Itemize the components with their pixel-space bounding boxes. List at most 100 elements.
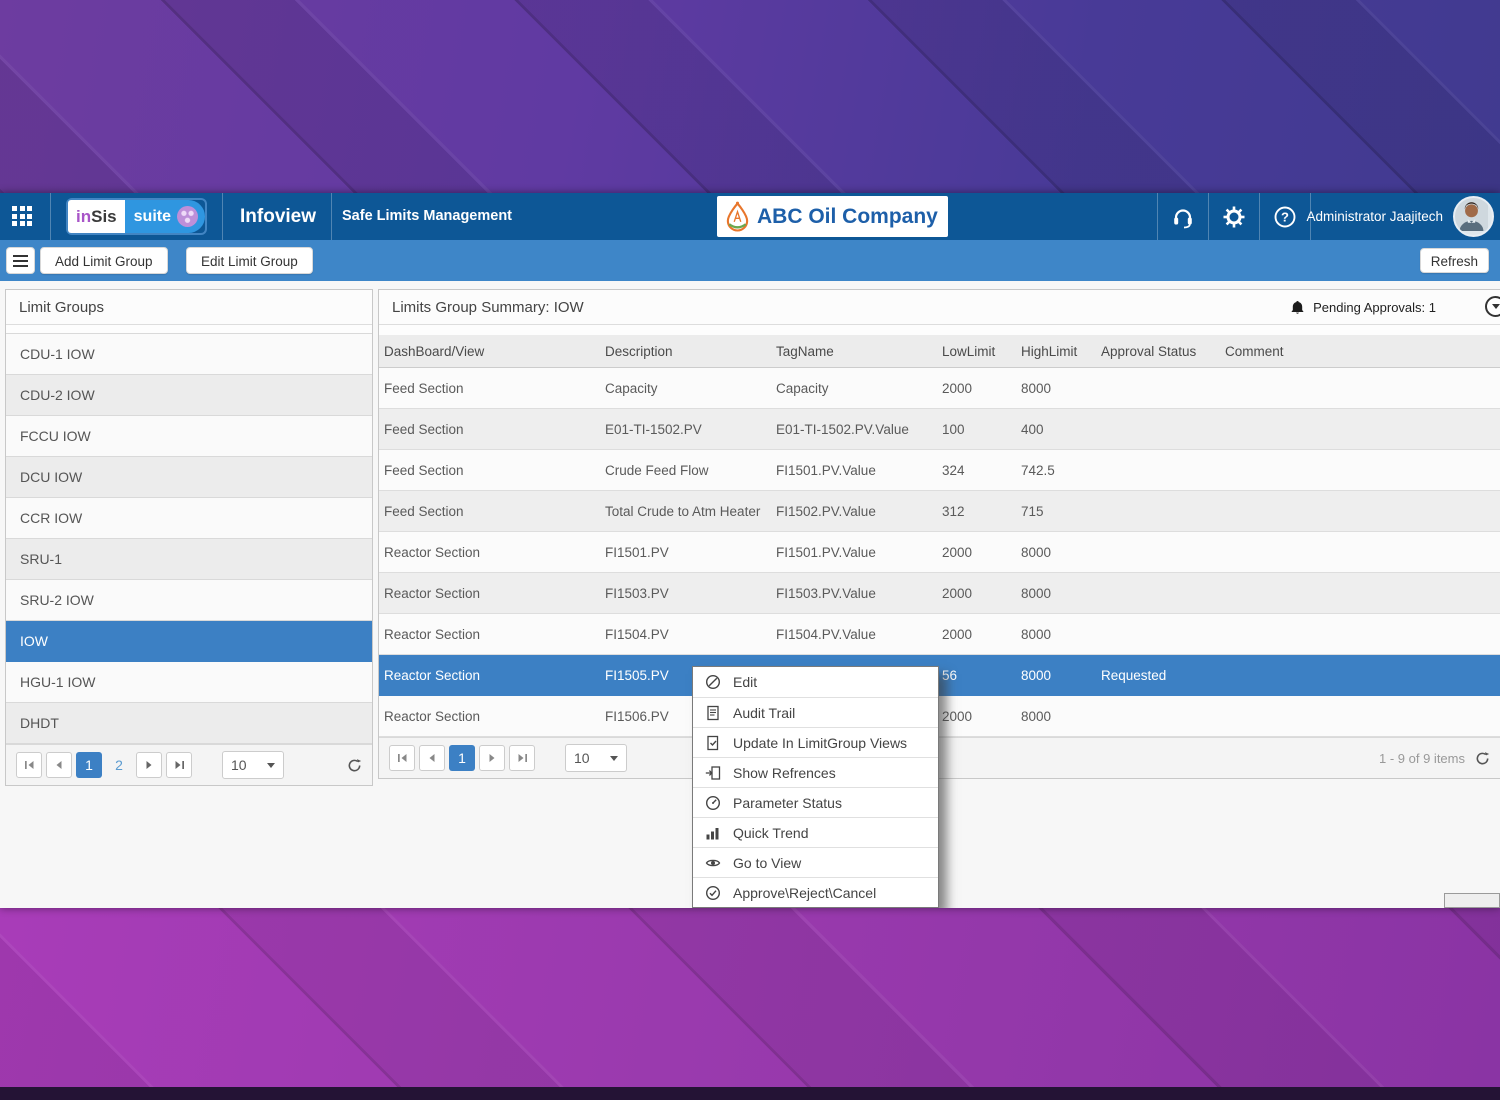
limit-group-item[interactable]: FCCU IOW <box>6 416 372 457</box>
table-cell <box>1101 409 1225 449</box>
pending-approvals[interactable]: Pending Approvals: 1 <box>1290 300 1436 315</box>
column-header[interactable]: DashBoard/View <box>384 344 485 359</box>
help-icon[interactable]: ? <box>1260 193 1310 240</box>
collapse-circle-icon[interactable] <box>1485 296 1500 317</box>
pager-refresh-icon[interactable] <box>347 758 362 773</box>
chevron-down-icon <box>267 762 275 768</box>
hamburger-menu-icon[interactable] <box>6 247 35 274</box>
user-menu[interactable]: Administrator Jaajitech <box>1306 193 1494 240</box>
chevron-down-icon <box>610 755 618 761</box>
limit-group-item[interactable]: HGU-1 IOW <box>6 662 372 703</box>
column-header[interactable]: Description <box>605 344 673 359</box>
column-header[interactable]: HighLimit <box>1021 344 1078 359</box>
previous-page-button[interactable] <box>46 752 72 778</box>
pager-refresh-icon[interactable] <box>1475 751 1490 766</box>
limit-group-item[interactable]: IOW <box>6 621 372 662</box>
page-number-current[interactable]: 1 <box>449 745 475 771</box>
app-grid-icon[interactable] <box>12 206 38 227</box>
limit-groups-header: Limit Groups <box>6 290 372 325</box>
limit-group-item[interactable]: DCU IOW <box>6 457 372 498</box>
limit-group-item[interactable]: DHDT <box>6 703 372 744</box>
settings-gear-icon[interactable] <box>1209 193 1259 240</box>
app-name: Infoview <box>240 206 317 227</box>
next-page-button[interactable] <box>136 752 162 778</box>
content-area: Limit Groups CDU-1 IOW CDU-2 IOW FCCU IOW D… <box>0 281 1500 908</box>
table-cell: 715 <box>1021 504 1044 519</box>
refresh-button[interactable]: Refresh <box>1419 248 1489 273</box>
toolbar: Add Limit Group Edit Limit Group Refresh <box>0 240 1500 281</box>
table-cell <box>1225 573 1500 613</box>
table-row[interactable]: Reactor Section FI1503.PV FI1503.PV.Value 2… <box>379 573 1500 614</box>
audit-trail-icon <box>704 704 721 721</box>
context-menu-item[interactable]: Edit <box>693 667 938 697</box>
limit-group-item[interactable]: SRU-2 IOW <box>6 580 372 621</box>
context-menu-item[interactable]: Parameter Status <box>693 787 938 817</box>
table-row[interactable]: Feed Section Total Crude to Atm Heater FI1… <box>379 491 1500 532</box>
context-menu-item[interactable]: Go to View <box>693 847 938 877</box>
edit-limit-group-button[interactable]: Edit Limit Group <box>186 247 313 274</box>
page-size-dropdown[interactable]: 10 <box>565 744 627 772</box>
context-menu-item[interactable]: Approve\Reject\Cancel <box>693 877 938 907</box>
column-header[interactable]: TagName <box>776 344 834 359</box>
column-header[interactable]: Comment <box>1225 344 1284 359</box>
table-cell: FI1503.PV.Value <box>776 586 876 601</box>
limit-group-item[interactable]: CCR IOW <box>6 498 372 539</box>
previous-page-button[interactable] <box>419 745 445 771</box>
page-number-current[interactable]: 1 <box>76 752 102 778</box>
last-page-button[interactable] <box>509 745 535 771</box>
pending-approvals-label: Pending Approvals: 1 <box>1313 299 1436 315</box>
table-row[interactable]: Feed Section Crude Feed Flow FI1501.PV.Val… <box>379 450 1500 491</box>
approve-reject-cancel-icon <box>704 884 721 901</box>
table-cell: 400 <box>1021 422 1044 437</box>
page-size-dropdown[interactable]: 10 <box>222 751 284 779</box>
column-header[interactable]: Approval Status <box>1101 344 1197 359</box>
limits-summary-panel: Limits Group Summary: IOW Pending Approv… <box>378 289 1500 779</box>
header-divider <box>1259 193 1260 240</box>
table-row[interactable]: Reactor Section FI1506.PV 2000 8000 <box>379 696 1500 737</box>
table-row[interactable]: Reactor Section FI1504.PV FI1504.PV.Value 2… <box>379 614 1500 655</box>
table-cell: FI1506.PV <box>605 709 669 724</box>
context-menu-item[interactable]: Update In LimitGroup Views <box>693 727 938 757</box>
limit-group-item[interactable]: SRU-1 <box>6 539 372 580</box>
column-header[interactable]: LowLimit <box>942 344 996 359</box>
wallpaper-bottom <box>0 908 1500 1100</box>
spacer <box>6 325 372 333</box>
context-menu-item-label: Audit Trail <box>733 704 796 721</box>
limit-groups-pager: 1 2 10 <box>6 744 372 785</box>
support-headset-icon[interactable] <box>1158 193 1208 240</box>
table-cell: Feed Section <box>384 422 464 437</box>
context-menu-item[interactable]: Show Refrences <box>693 757 938 787</box>
go-to-view-icon <box>704 854 721 871</box>
first-page-button[interactable] <box>16 752 42 778</box>
table-cell: Total Crude to Atm Heater <box>605 504 761 519</box>
limit-group-item[interactable]: CDU-1 IOW <box>6 333 372 375</box>
insis-suite-logo[interactable]: in Sis suite <box>68 200 205 233</box>
context-menu-item-label: Show Refrences <box>733 764 836 781</box>
table-header-row: DashBoard/View Description TagName LowLimit… <box>379 335 1500 368</box>
table-body: Feed Section Capacity Capacity 2000 8000 Feed… <box>379 368 1500 737</box>
context-menu-item[interactable]: Quick Trend <box>693 817 938 847</box>
add-limit-group-button[interactable]: Add Limit Group <box>40 247 168 274</box>
next-page-button[interactable] <box>479 745 505 771</box>
table-cell: 2000 <box>942 709 973 724</box>
table-cell: Requested <box>1101 668 1167 683</box>
table-cell: 312 <box>942 504 965 519</box>
table-cell: Reactor Section <box>384 668 481 683</box>
company-name: ABC Oil Company <box>757 204 938 228</box>
bell-icon <box>1291 300 1304 314</box>
limit-groups-title: Limit Groups <box>19 298 105 316</box>
table-row[interactable]: Reactor Section FI1501.PV FI1501.PV.Value 2… <box>379 532 1500 573</box>
context-menu-item[interactable]: Audit Trail <box>693 697 938 727</box>
table-row[interactable]: Reactor Section FI1505.PV 56 8000 Requested <box>379 655 1500 696</box>
page-number-2[interactable]: 2 <box>115 757 123 773</box>
table-row[interactable]: Feed Section Capacity Capacity 2000 8000 <box>379 368 1500 409</box>
header-divider <box>1208 193 1209 240</box>
table-cell: E01-TI-1502.PV <box>605 422 702 437</box>
first-page-button[interactable] <box>389 745 415 771</box>
limit-group-item[interactable]: CDU-2 IOW <box>6 375 372 416</box>
app-window: in Sis suite Infoview Safe Limits Managem… <box>0 193 1500 908</box>
table-cell <box>1225 491 1500 531</box>
last-page-button[interactable] <box>166 752 192 778</box>
table-cell: 8000 <box>1021 668 1052 683</box>
table-row[interactable]: Feed Section E01-TI-1502.PV E01-TI-1502.PV… <box>379 409 1500 450</box>
